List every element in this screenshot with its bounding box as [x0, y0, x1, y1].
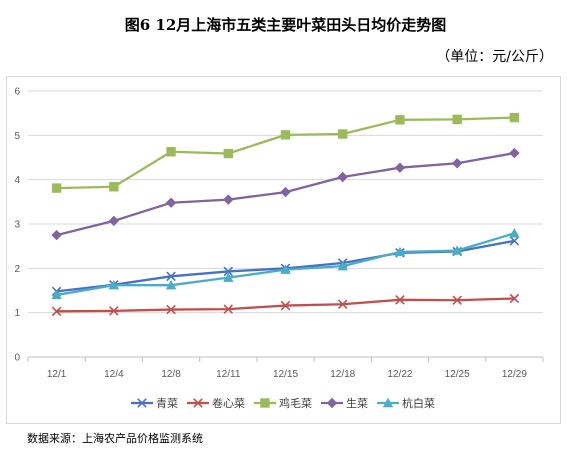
legend-marker — [260, 398, 270, 408]
data-point — [109, 306, 119, 316]
chart-frame — [6, 76, 561, 424]
data-point — [108, 279, 120, 290]
x-tick-label: 12/1 — [47, 369, 67, 380]
data-point — [165, 197, 177, 208]
data-point — [337, 260, 348, 271]
legend: 青菜 卷心菜 鸡毛菜 生菜 杭白菜 — [131, 396, 435, 410]
x-tick-label: 12/29 — [502, 369, 527, 380]
series-3 — [51, 147, 520, 241]
data-point — [451, 245, 463, 255]
data-point — [223, 272, 234, 282]
y-tick-label: 6 — [14, 87, 20, 98]
y-tick-label: 2 — [14, 264, 20, 275]
data-point — [509, 236, 520, 246]
x-axis-ticks: 12/1 12/4 12/8 12/11 12/15 12/18 12/22 12/25 12/… — [27, 357, 544, 380]
y-tick-label: 0 — [14, 353, 20, 364]
data-point — [509, 112, 520, 123]
y-axis-ticks: 0 1 2 3 4 5 6 — [14, 87, 20, 364]
legend-item: 杭白菜 — [377, 396, 435, 410]
legend-label: 杭白菜 — [402, 396, 435, 410]
legend-marker — [382, 397, 394, 408]
x-tick-label: 12/4 — [104, 369, 124, 380]
data-point — [452, 114, 462, 125]
data-point — [509, 228, 520, 238]
data-point — [395, 115, 405, 125]
legend-marker — [326, 397, 338, 409]
data-point — [166, 147, 176, 157]
legend-label: 卷心菜 — [212, 396, 245, 410]
y-tick-label: 1 — [14, 308, 20, 319]
data-point — [509, 293, 520, 304]
data-point — [452, 295, 462, 306]
data-point — [166, 271, 176, 282]
data-point — [223, 304, 234, 314]
data-point — [338, 129, 348, 139]
series-lines — [51, 112, 520, 317]
legend-label: 青菜 — [156, 397, 178, 410]
data-point — [223, 148, 233, 159]
x-tick-label: 12/18 — [330, 369, 355, 380]
data-point — [280, 300, 291, 311]
data-point — [451, 158, 463, 169]
chart-title: 图6 12月上海市五类主要叶菜田头日均价走势图 — [124, 16, 447, 34]
data-source-note: 数据来源：上海农产品价格监测系统 — [27, 432, 203, 445]
data-point — [394, 162, 406, 173]
data-point — [280, 130, 291, 140]
y-tick-label: 5 — [14, 131, 20, 142]
unit-label: （单位：元/公斤） — [436, 49, 553, 65]
legend-label: 鸡毛菜 — [279, 396, 312, 410]
legend-item: 生菜 — [321, 396, 368, 410]
legend-marker — [193, 398, 203, 408]
y-tick-label: 4 — [14, 175, 20, 186]
x-tick-label: 12/11 — [216, 369, 241, 380]
data-point — [51, 229, 62, 241]
x-tick-label: 12/15 — [273, 369, 298, 380]
data-point — [509, 147, 520, 159]
series-line — [56, 116, 515, 190]
x-tick-label: 12/22 — [387, 369, 412, 380]
data-point — [166, 304, 176, 315]
series-2 — [51, 112, 520, 193]
data-point — [395, 295, 405, 305]
data-point — [51, 306, 62, 317]
data-point — [280, 264, 291, 274]
x-tick-label: 12/8 — [161, 369, 181, 380]
legend-item: 鸡毛菜 — [254, 396, 312, 410]
legend-label: 生菜 — [346, 396, 368, 410]
data-point — [165, 279, 177, 290]
data-point — [108, 215, 120, 227]
series-line — [56, 232, 515, 297]
data-point — [51, 289, 62, 300]
data-point — [223, 194, 234, 205]
legend-item: 卷心菜 — [187, 396, 245, 410]
data-point — [337, 171, 348, 183]
data-point — [51, 183, 62, 193]
legend-item: 青菜 — [131, 397, 178, 410]
data-point — [223, 266, 234, 277]
series-1 — [51, 293, 520, 317]
y-tick-label: 3 — [14, 220, 20, 231]
data-point — [394, 246, 406, 257]
data-point — [280, 186, 291, 198]
data-point — [337, 299, 348, 310]
x-tick-label: 12/25 — [445, 369, 470, 380]
data-point — [109, 182, 119, 192]
series-4 — [51, 228, 520, 300]
legend-marker — [137, 398, 147, 408]
